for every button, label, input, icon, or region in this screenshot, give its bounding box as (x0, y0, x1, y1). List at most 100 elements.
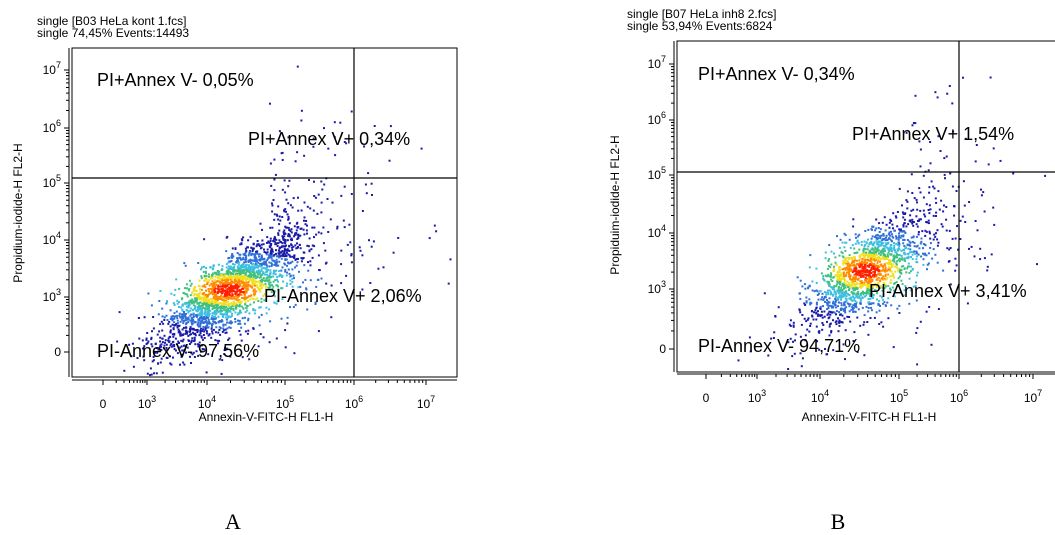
density-point (251, 250, 254, 252)
density-point (815, 303, 818, 306)
density-point (886, 276, 889, 279)
density-point (830, 293, 832, 296)
density-point (910, 236, 913, 239)
density-point (208, 293, 210, 296)
density-point (846, 283, 849, 286)
density-point (158, 346, 161, 349)
density-point (869, 258, 872, 261)
density-point (241, 239, 244, 242)
density-point (843, 285, 845, 288)
density-point (306, 205, 309, 208)
density-point (204, 311, 207, 314)
density-point (870, 261, 873, 264)
density-point (807, 287, 810, 290)
density-point (247, 281, 250, 284)
density-point (852, 307, 854, 310)
density-point (230, 295, 233, 298)
density-point (215, 306, 218, 309)
density-point (912, 251, 915, 254)
density-point (182, 313, 185, 316)
density-point (173, 294, 176, 297)
density-point (896, 256, 898, 259)
density-point (303, 216, 306, 219)
density-point (792, 321, 795, 324)
density-point (867, 238, 869, 241)
density-point (260, 265, 263, 268)
density-point (187, 316, 190, 319)
density-point (859, 272, 862, 275)
density-point (182, 317, 184, 320)
density-point (254, 256, 257, 259)
density-point (243, 261, 245, 264)
density-point (231, 289, 234, 291)
density-point (295, 247, 298, 250)
density-point (863, 257, 866, 260)
density-point (132, 365, 135, 368)
density-point (242, 307, 245, 310)
density-point (887, 248, 890, 251)
density-point (276, 245, 279, 247)
density-point (201, 348, 204, 350)
density-point (832, 302, 834, 305)
density-point (218, 280, 221, 283)
density-point (826, 301, 828, 304)
density-point (955, 264, 958, 267)
density-point (799, 311, 802, 314)
density-point (823, 315, 826, 318)
density-point (229, 326, 232, 329)
density-point (843, 307, 846, 310)
density-point (910, 173, 913, 176)
density-point (211, 332, 214, 335)
density-point (192, 294, 195, 297)
density-point (892, 263, 895, 266)
density-point (175, 349, 177, 352)
density-point (858, 259, 861, 262)
density-point (240, 300, 243, 303)
density-point (243, 292, 246, 295)
density-point (196, 302, 199, 305)
density-point (182, 326, 185, 329)
density-point (205, 332, 208, 335)
density-point (203, 295, 206, 298)
density-point (236, 319, 239, 322)
density-point (198, 279, 201, 282)
density-point (237, 285, 240, 288)
density-point (843, 294, 846, 297)
panel-a-quadrant-ll: PI-Annex V- 97,56% (97, 341, 259, 361)
density-point (279, 251, 282, 254)
density-point (876, 249, 879, 252)
density-point (228, 267, 231, 270)
density-point (250, 262, 253, 265)
density-point (305, 287, 308, 290)
density-point (270, 265, 273, 267)
density-point (317, 254, 320, 257)
density-point (173, 312, 176, 315)
density-point (397, 237, 400, 239)
density-point (199, 268, 202, 271)
density-point (317, 231, 320, 234)
density-point (258, 259, 261, 261)
density-point (231, 297, 234, 300)
density-point (825, 293, 828, 296)
density-point (951, 102, 954, 105)
panel-a-header-line1: single [B03 HeLa kont 1.fcs] (37, 14, 186, 28)
density-point (228, 296, 231, 299)
density-point (256, 297, 259, 300)
density-point (916, 363, 919, 366)
density-point (937, 135, 940, 138)
density-point (242, 236, 245, 239)
density-point (884, 229, 887, 232)
density-point (205, 271, 207, 274)
density-point (226, 285, 229, 287)
density-point (893, 282, 896, 285)
density-point (859, 256, 862, 259)
density-point (942, 269, 945, 272)
density-point (194, 289, 197, 292)
density-point (853, 310, 856, 313)
density-point (290, 228, 293, 231)
density-point (825, 291, 828, 294)
density-point (233, 302, 236, 305)
density-point (311, 244, 314, 247)
density-point (208, 306, 211, 309)
density-point (230, 306, 233, 309)
